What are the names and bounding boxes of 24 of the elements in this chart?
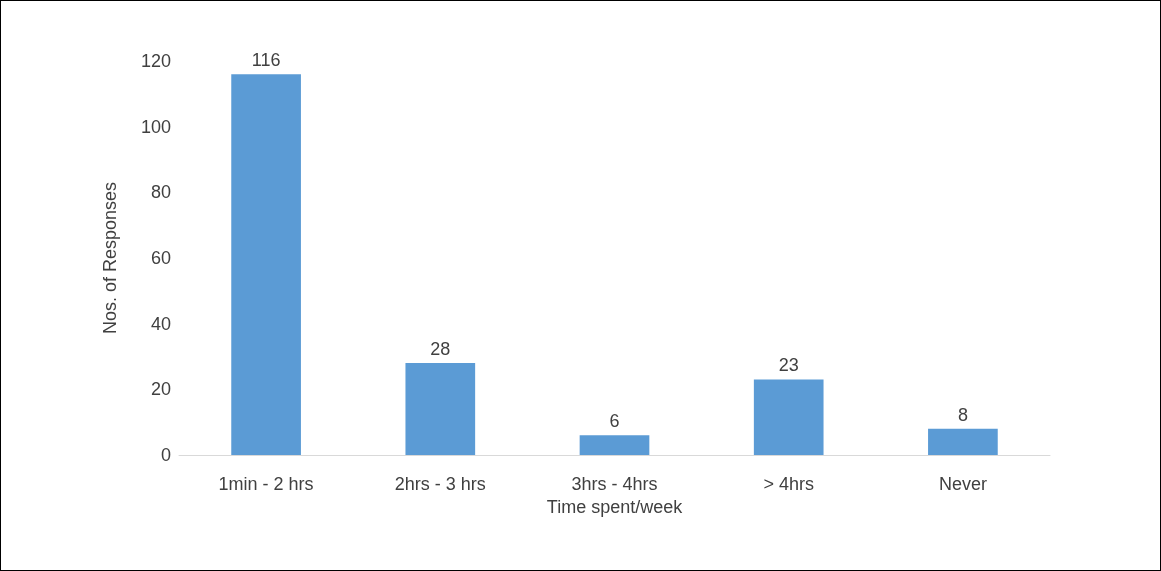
y-tick-label: 40 [150, 313, 171, 334]
y-tick-label: 100 [140, 116, 171, 137]
y-tick-label: 60 [150, 248, 171, 268]
data-label: 6 [609, 411, 620, 432]
y-tick-label: 0 [160, 445, 171, 465]
y-tick-label: 20 [150, 379, 171, 400]
y-tick-label: 120 [140, 51, 171, 71]
bar [928, 428, 998, 455]
data-label: 28 [430, 339, 451, 360]
data-label: 116 [251, 50, 281, 71]
y-axis-title: Nos. of Responses [100, 181, 120, 335]
bar [579, 435, 650, 455]
x-tick-label: 1min - 2 hrs [218, 474, 314, 494]
bar [753, 379, 824, 455]
x-tick-label: > 4hrs [763, 474, 814, 494]
data-label: 8 [957, 404, 968, 425]
bar [231, 74, 301, 455]
x-tick-label: 2hrs - 3 hrs [394, 474, 486, 494]
bar [405, 363, 476, 455]
data-label: 23 [778, 355, 799, 376]
x-axis-title: Time spent/week [546, 496, 684, 517]
x-tick-label: Never [938, 474, 987, 494]
x-tick-label: 3hrs - 4hrs [571, 474, 658, 494]
y-tick-label: 80 [150, 182, 171, 203]
